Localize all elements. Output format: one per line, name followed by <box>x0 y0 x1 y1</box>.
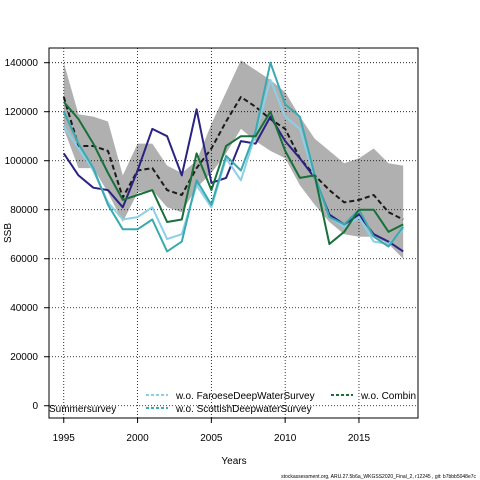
y-tick-label: 60000 <box>10 254 38 265</box>
legend-label-combined: w.o. Combin <box>360 391 416 402</box>
series-line-5 <box>63 101 404 245</box>
confidence-band-layer <box>63 60 404 259</box>
y-tick-label: 40000 <box>10 303 38 314</box>
series-line-3 <box>62 78 404 245</box>
confidence-band <box>63 60 404 259</box>
x-tick-label: 1995 <box>53 433 76 444</box>
y-tick-label: 80000 <box>10 205 38 216</box>
x-axis-title: Years <box>221 456 246 467</box>
y-tick-label: 140000 <box>5 58 39 69</box>
credit-text: stockassessment.org, ARU.27.5b6a_WKGSS20… <box>281 474 476 480</box>
y-axis-title: SSB <box>3 223 14 243</box>
y-tick-label: 0 <box>32 401 38 412</box>
x-tick-label: 2010 <box>274 433 297 444</box>
x-tick-label: 2000 <box>126 433 149 444</box>
plot-frame <box>48 47 419 419</box>
legend-label-faroese: w.o. FaroeseDeepWaterSurvey <box>175 391 315 402</box>
x-tick-label: 2015 <box>348 433 371 444</box>
series-layer <box>62 61 405 253</box>
legend-label-summersurvey: Summersurvey <box>49 404 116 415</box>
y-tick-label: 120000 <box>5 107 39 118</box>
y-tick-label: 100000 <box>5 156 39 167</box>
x-axis: 1995 2000 2005 2010 2015 <box>53 418 371 444</box>
y-axis: 0 20000 40000 60000 80000 100000 120000 140000 <box>5 58 49 412</box>
series-line-1 <box>62 96 404 221</box>
legend-label-scottish: w.o. ScottishDeepwaterSurvey <box>175 404 312 415</box>
x-tick-label: 2005 <box>200 433 223 444</box>
y-tick-label: 20000 <box>10 352 38 363</box>
legend: w.o. FaroeseDeepWaterSurvey w.o. Scottis… <box>49 391 416 415</box>
series-line-4 <box>62 61 405 253</box>
